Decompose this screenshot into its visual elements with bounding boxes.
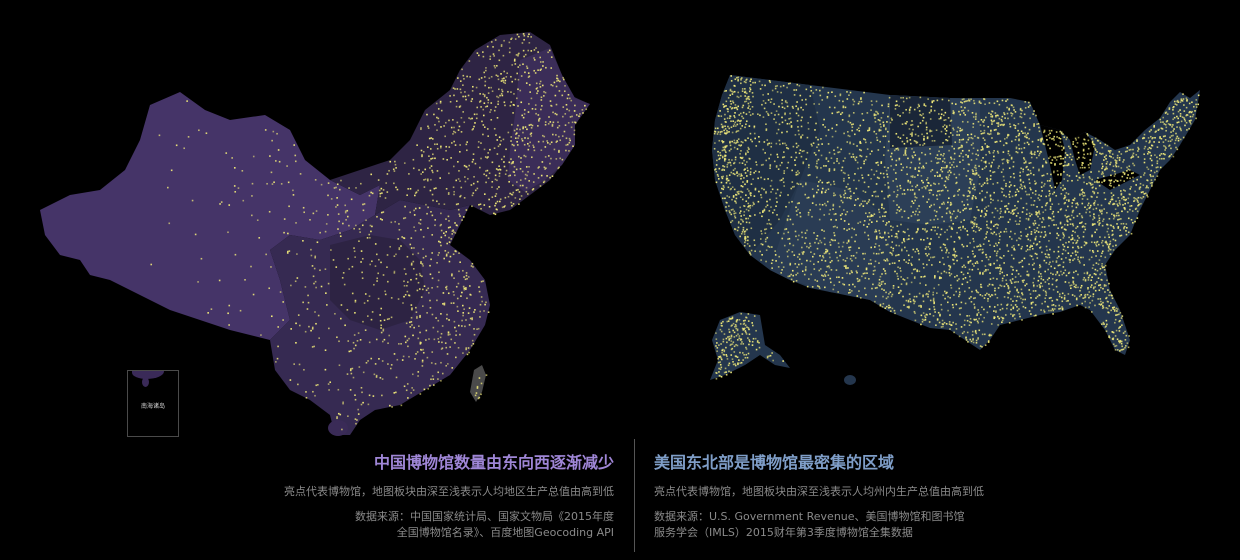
usa-source-line1: 数据来源：U.S. Government Revenue、美国博物馆和图书馆 bbox=[654, 510, 965, 523]
great-lakes bbox=[1040, 125, 1140, 190]
museum-dots-china bbox=[150, 33, 588, 431]
china-west-region bbox=[40, 92, 380, 340]
inset-label: 南海诸岛 bbox=[140, 403, 165, 410]
usa-caption: 美国东北部是博物馆最密集的区域 亮点代表博物馆，地图板块由深至浅表示人均州内生产… bbox=[654, 452, 984, 541]
caption-divider bbox=[634, 439, 635, 552]
usa-north-plains-region bbox=[890, 95, 952, 148]
china-description: 亮点代表博物馆，地图板块由深至浅表示人均地区生产总值由高到低 bbox=[284, 485, 614, 498]
inset-island-shape bbox=[142, 377, 149, 387]
china-northeast-region bbox=[508, 48, 590, 192]
china-central-region bbox=[330, 235, 425, 330]
china-source-line1: 数据来源：中国国家统计局、国家文物局《2015年度 bbox=[355, 510, 614, 523]
south-china-sea-inset: 南海诸岛 bbox=[127, 370, 179, 437]
hawaii-island bbox=[844, 375, 856, 385]
alaska bbox=[710, 312, 790, 380]
taiwan-island bbox=[470, 365, 486, 402]
usa-museum-map bbox=[710, 75, 1200, 385]
usa-description: 亮点代表博物馆，地图板块由深至浅表示人均州内生产总值由高到低 bbox=[654, 485, 984, 498]
usa-source-line2: 服务学会（IMLS）2015财年第3季度博物馆全集数据 bbox=[654, 526, 913, 539]
china-source: 数据来源：中国国家统计局、国家文物局《2015年度 全国博物馆名录》、百度地图G… bbox=[284, 509, 614, 541]
china-title: 中国博物馆数量由东向西逐渐减少 bbox=[373, 453, 614, 472]
usa-source: 数据来源：U.S. Government Revenue、美国博物馆和图书馆 服… bbox=[654, 509, 984, 541]
usa-title: 美国东北部是博物馆最密集的区域 bbox=[654, 453, 895, 472]
china-museum-map bbox=[40, 32, 590, 436]
hainan-island bbox=[328, 420, 348, 436]
china-source-line2: 全国博物馆名录》、百度地图Geocoding API bbox=[396, 526, 614, 539]
inset-land-shape bbox=[132, 371, 164, 379]
china-caption: 中国博物馆数量由东向西逐渐减少 亮点代表博物馆，地图板块由深至浅表示人均地区生产… bbox=[284, 452, 614, 541]
museum-dots-usa bbox=[713, 75, 1200, 380]
